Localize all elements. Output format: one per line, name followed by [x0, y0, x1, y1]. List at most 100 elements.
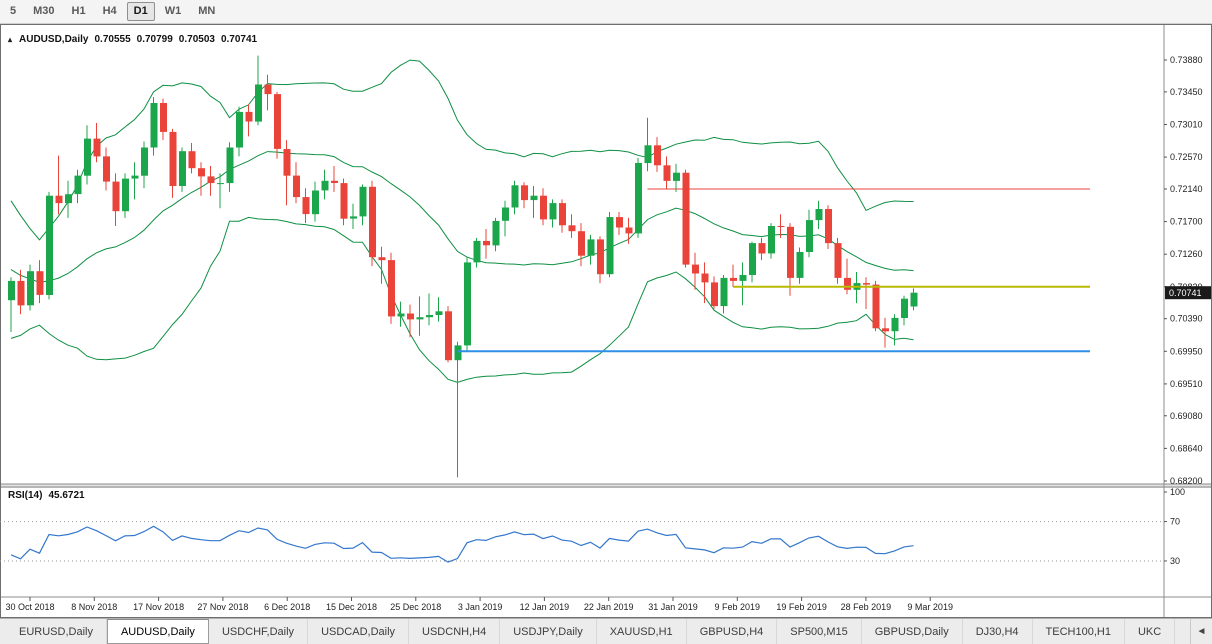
- candle-body: [568, 225, 576, 232]
- candle-body: [245, 111, 253, 122]
- candle-body: [616, 217, 623, 228]
- candle-body: [8, 280, 15, 301]
- candle-body: [445, 311, 452, 361]
- candle-body: [692, 264, 699, 274]
- timeframe-button-5[interactable]: 5: [10, 5, 17, 17]
- timeframe-button-h4[interactable]: H4: [102, 5, 117, 17]
- time-axis[interactable]: 30 Oct 2018 8 Nov 2018 17 Nov 2018 27 Nov 2…: [5, 597, 953, 612]
- chart-high-value: 0.70799: [136, 34, 173, 45]
- candle-body: [587, 239, 595, 256]
- time-axis-label: 30 Oct 2018: [5, 602, 54, 612]
- candle-body: [331, 180, 338, 183]
- candle-body: [217, 183, 224, 185]
- price-axis-label: 0.69080: [1170, 411, 1203, 421]
- time-axis-label: 9 Mar 2019: [907, 602, 953, 612]
- candle-body: [530, 195, 538, 201]
- candle-body: [226, 147, 234, 184]
- bollinger-band-up: [10, 59, 914, 241]
- chart-tab-usdjpy-daily[interactable]: USDJPY,Daily: [500, 619, 597, 644]
- chart-tabbar: EURUSD,Daily AUDUSD,Daily USDCHF,Daily USDC…: [0, 618, 1212, 644]
- rsi-line: [10, 525, 914, 563]
- chart-tab-sp500-m15[interactable]: SP500,M15: [777, 619, 862, 644]
- chart-tab-usdchf-daily[interactable]: USDCHF,Daily: [209, 619, 309, 644]
- price-axis-label: 0.69950: [1170, 346, 1203, 356]
- candle-body: [787, 226, 794, 278]
- candle-body: [521, 185, 528, 201]
- candle-body: [597, 239, 604, 275]
- timeframe-button-w1[interactable]: W1: [164, 5, 182, 17]
- chart-tab-usdcnh-h4[interactable]: USDCNH,H4: [409, 619, 501, 644]
- time-axis-label: 3 Jan 2019: [458, 602, 503, 612]
- chart-tab-dj30-h4[interactable]: DJ30,H4: [963, 619, 1033, 644]
- chart-tab-usdcad-daily[interactable]: USDCAD,Daily: [308, 619, 410, 644]
- chart-tab-gbpusd-h4[interactable]: GBPUSD,H4: [687, 619, 778, 644]
- price-axis[interactable]: 0.73880 0.73450 0.73010 0.72570 0.72140 0.717…: [1164, 55, 1211, 486]
- candle-body: [264, 84, 272, 95]
- timeframe-button-d1[interactable]: D1: [126, 2, 155, 21]
- candle-body: [340, 183, 348, 219]
- candle-body: [397, 313, 405, 317]
- candle-body: [84, 138, 91, 176]
- tab-scroll-left-button[interactable]: ◄: [1190, 619, 1212, 644]
- candle-body: [796, 252, 804, 278]
- candle-body: [302, 197, 310, 215]
- timeframe-toolbar: 5 M30 H1 H4 D1 W1 MN: [0, 0, 1212, 24]
- candle-body: [825, 209, 832, 244]
- timeframe-button-mn[interactable]: MN: [198, 5, 216, 17]
- candle-body: [36, 271, 44, 295]
- rsi-name: RSI(14): [8, 490, 43, 501]
- candle-body: [635, 163, 642, 234]
- timeframe-button-m30[interactable]: M30: [33, 5, 55, 17]
- chart-tab-eurusd-daily[interactable]: EURUSD,Daily: [6, 619, 107, 644]
- candle-body: [293, 175, 300, 198]
- candle-body: [739, 275, 747, 281]
- chart-expand-icon[interactable]: ▴: [8, 35, 13, 44]
- chart-open-value: 0.70555: [94, 34, 131, 45]
- chart-background[interactable]: [0, 24, 1212, 618]
- candlesticks: [8, 55, 918, 478]
- candle-body: [844, 277, 851, 290]
- chart-tab-audusd-daily[interactable]: AUDUSD,Daily: [106, 619, 209, 644]
- chart-tab-gbpusd-daily[interactable]: GBPUSD,Daily: [862, 619, 963, 644]
- bollinger-bands: [10, 59, 914, 383]
- candle-body: [758, 243, 766, 254]
- candle-body: [388, 260, 395, 317]
- price-chart-svg[interactable]: 0.73880 0.73450 0.73010 0.72570 0.72140 0.717…: [0, 24, 1212, 618]
- candle-body: [777, 226, 785, 227]
- candle-body: [834, 243, 842, 278]
- candle-body: [540, 195, 547, 220]
- chart-tab-xauusd-h1[interactable]: XAUUSD,H1: [597, 619, 687, 644]
- price-axis-label: 0.68200: [1170, 476, 1203, 486]
- candle-body: [274, 94, 281, 149]
- chart-tab-ukc[interactable]: UKC: [1125, 619, 1176, 644]
- candle-body: [74, 175, 82, 195]
- chart-tab-tech100-h1[interactable]: TECH100,H1: [1033, 619, 1125, 644]
- candle-body: [464, 262, 471, 346]
- candle-body: [378, 257, 386, 261]
- rsi-axis-label: 70: [1170, 517, 1180, 527]
- timeframe-button-h1[interactable]: H1: [71, 5, 86, 17]
- candle-body: [720, 277, 728, 307]
- candle-body: [198, 168, 205, 177]
- price-axis-label: 0.71700: [1170, 217, 1203, 227]
- candle-body: [768, 226, 775, 254]
- tab-scroll-left-icon: ◄: [1196, 626, 1207, 637]
- rsi-panel: 100 70 30: [0, 487, 1185, 566]
- candle-body: [46, 195, 53, 295]
- chart-low-value: 0.70503: [178, 34, 215, 45]
- candle-body: [359, 186, 367, 217]
- candle-body: [435, 311, 443, 315]
- candle-body: [350, 216, 357, 219]
- candle-body: [312, 190, 319, 215]
- time-axis-label: 8 Nov 2018: [71, 602, 117, 612]
- time-axis-label: 15 Dec 2018: [326, 602, 377, 612]
- candle-body: [207, 176, 215, 184]
- candle-body: [682, 172, 690, 265]
- candle-body: [483, 240, 490, 246]
- price-axis-label: 0.73010: [1170, 120, 1203, 130]
- horizontal-line-objects[interactable]: [457, 188, 1091, 353]
- chart-title: ▴ AUDUSD,Daily 0.70555 0.70799 0.70503 0…: [8, 34, 257, 45]
- candle-body: [701, 273, 709, 283]
- candle-body: [426, 315, 433, 318]
- candle-body: [549, 203, 557, 220]
